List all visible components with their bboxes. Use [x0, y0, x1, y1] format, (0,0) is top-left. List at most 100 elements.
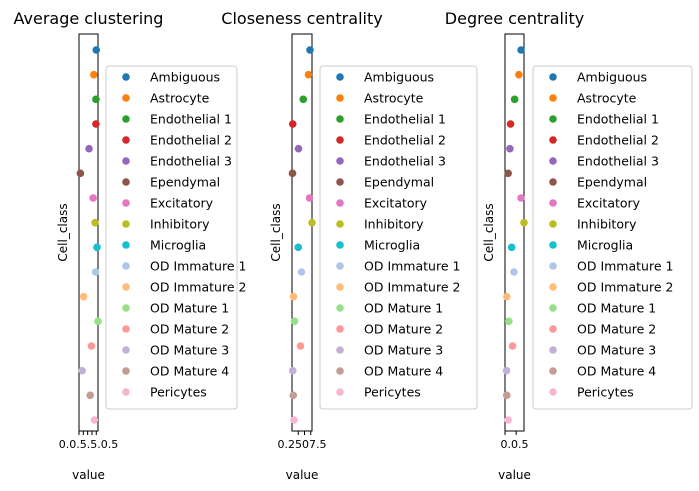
legend-label-astrocyte: Astrocyte: [364, 91, 424, 106]
legend-label-excitatory: Excitatory: [150, 196, 214, 211]
point-excitatory: [305, 194, 314, 202]
legend-marker-endothelial-1: [549, 115, 557, 123]
point-ependymal: [504, 169, 512, 178]
point-od-mature-3: [502, 366, 511, 375]
point-astrocyte: [304, 70, 313, 79]
legend-marker-od-mature-4: [122, 367, 130, 375]
legend-label-endothelial-1: Endothelial 1: [364, 112, 446, 127]
legend-label-excitatory: Excitatory: [577, 196, 641, 211]
point-od-immature-2: [289, 292, 298, 301]
legend-label-od-mature-4: OD Mature 4: [364, 364, 443, 379]
legend-label-endothelial-1: Endothelial 1: [577, 112, 659, 127]
legend-marker-od-mature-1: [549, 304, 557, 312]
legend-marker-inhibitory: [122, 220, 130, 228]
legend-marker-endothelial-3: [122, 157, 130, 165]
x-axis-label: value: [286, 468, 319, 482]
legend-label-pericytes: Pericytes: [364, 385, 421, 400]
legend-label-endothelial-2: Endothelial 2: [577, 133, 659, 148]
point-od-mature-2: [87, 342, 96, 350]
point-od-immature-1: [510, 268, 518, 276]
point-od-immature-2: [79, 292, 88, 301]
legend-marker-microglia: [122, 241, 130, 249]
point-endothelial-1: [299, 95, 308, 104]
legend-marker-pericytes: [549, 388, 557, 396]
point-endothelial-2: [506, 120, 515, 128]
point-ambiguous: [92, 46, 101, 54]
x-axis-label: value: [498, 468, 531, 482]
point-od-immature-1: [91, 268, 100, 276]
point-od-mature-3: [78, 366, 86, 375]
legend: Ambiguous Astrocyte Endothelial 1 Endotheli…: [319, 65, 478, 410]
point-od-mature-1: [290, 317, 299, 326]
point-ependymal: [288, 169, 297, 178]
point-od-mature-4: [86, 391, 95, 400]
y-axis-label: Cell_class: [269, 203, 283, 261]
legend-marker-od-immature-2: [336, 283, 344, 291]
legend-marker-excitatory: [122, 199, 130, 207]
legend-label-od-immature-2: OD Immature 2: [150, 280, 246, 295]
legend-marker-od-mature-2: [122, 325, 130, 333]
point-pericytes: [90, 416, 99, 424]
legend-label-od-mature-3: OD Mature 3: [577, 343, 656, 358]
legend-marker-excitatory: [336, 199, 344, 207]
legend-label-endothelial-3: Endothelial 3: [150, 154, 232, 169]
legend-marker-ambiguous: [549, 73, 557, 81]
legend-marker-od-immature-1: [549, 262, 557, 270]
legend-label-endothelial-1: Endothelial 1: [150, 112, 232, 127]
point-endothelial-2: [288, 120, 297, 128]
legend-label-endothelial-2: Endothelial 2: [364, 133, 446, 148]
point-od-mature-4: [502, 391, 511, 400]
point-od-immature-2: [502, 292, 511, 301]
legend: Ambiguous Astrocyte Endothelial 1 Endotheli…: [532, 65, 693, 410]
point-ambiguous: [517, 46, 525, 54]
legend-marker-endothelial-1: [336, 115, 344, 123]
point-microglia: [93, 243, 101, 252]
legend-marker-od-mature-4: [549, 367, 557, 375]
point-microglia: [507, 243, 516, 252]
legend-label-ambiguous: Ambiguous: [577, 70, 647, 85]
legend-label-od-mature-3: OD Mature 3: [364, 343, 443, 358]
legend-label-od-mature-2: OD Mature 2: [577, 322, 656, 337]
point-ependymal: [76, 169, 85, 178]
legend-label-od-mature-2: OD Mature 2: [150, 322, 229, 337]
legend-marker-microglia: [336, 241, 344, 249]
legend-marker-endothelial-2: [336, 136, 344, 144]
point-od-mature-1: [505, 317, 513, 326]
axes-frame: [291, 33, 313, 432]
legend-marker-od-immature-2: [549, 283, 557, 291]
point-endothelial-1: [510, 95, 519, 104]
legend-marker-endothelial-3: [549, 157, 557, 165]
point-inhibitory: [308, 218, 316, 227]
legend-label-ependymal: Ependymal: [150, 175, 220, 190]
legend-marker-ambiguous: [122, 73, 130, 81]
point-inhibitory: [520, 218, 528, 227]
legend-marker-od-immature-2: [122, 283, 130, 291]
legend-label-astrocyte: Astrocyte: [577, 91, 637, 106]
chart-title: Degree centrality: [445, 9, 584, 28]
point-astrocyte: [90, 70, 98, 79]
point-excitatory: [89, 194, 97, 202]
legend-label-od-immature-1: OD Immature 1: [577, 259, 673, 274]
legend-label-od-mature-2: OD Mature 2: [364, 322, 443, 337]
axes-frame: [504, 33, 525, 432]
legend-marker-astrocyte: [549, 94, 557, 102]
legend-label-ambiguous: Ambiguous: [364, 70, 434, 85]
legend-marker-endothelial-1: [122, 115, 130, 123]
legend-label-od-mature-1: OD Mature 1: [577, 301, 656, 316]
x-tick-labels: 0.0.5: [501, 438, 529, 451]
legend-marker-ambiguous: [336, 73, 344, 81]
legend-label-endothelial-2: Endothelial 2: [150, 133, 232, 148]
legend-marker-od-mature-2: [336, 325, 344, 333]
legend-label-ependymal: Ependymal: [364, 175, 434, 190]
point-endothelial-3: [85, 144, 93, 153]
x-tick-labels: 0.2507.5: [278, 438, 327, 451]
legend-marker-od-immature-1: [336, 262, 344, 270]
legend-label-od-mature-1: OD Mature 1: [364, 301, 443, 316]
point-endothelial-3: [506, 144, 514, 153]
legend-label-od-mature-4: OD Mature 4: [150, 364, 229, 379]
legend-marker-microglia: [549, 241, 557, 249]
legend-label-endothelial-3: Endothelial 3: [364, 154, 446, 169]
x-axis-label: value: [72, 468, 105, 482]
legend-marker-od-mature-3: [122, 346, 130, 354]
